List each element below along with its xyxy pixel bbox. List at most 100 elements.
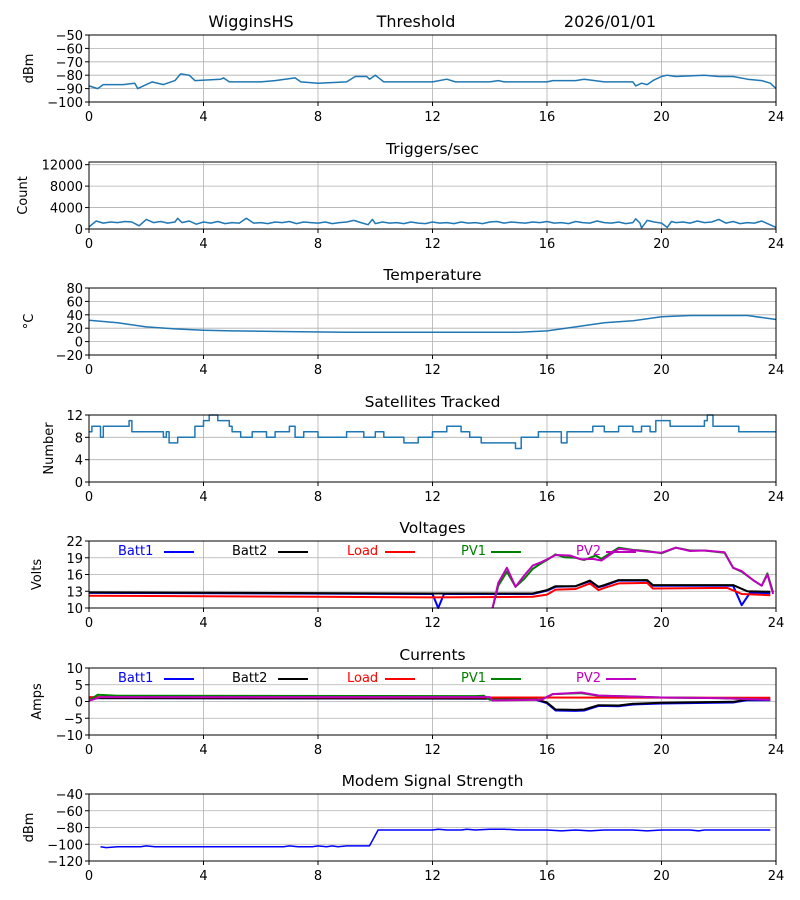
y-tick-label: 19 <box>66 552 83 567</box>
panel-title: Triggers/sec <box>385 140 479 158</box>
x-tick-label: 0 <box>85 237 93 252</box>
series-line-modem <box>100 828 771 849</box>
x-tick-label: 8 <box>314 490 322 505</box>
y-tick-label: 0 <box>75 696 83 711</box>
panel-title: Voltages <box>399 519 465 537</box>
threshold-title: Threshold <box>376 12 456 31</box>
y-tick-label: 0 <box>75 476 83 491</box>
y-tick-label: 4 <box>75 454 83 469</box>
x-tick-label: 20 <box>653 869 670 884</box>
x-tick-label: 8 <box>314 743 322 758</box>
legend-label-load: Load <box>347 544 378 559</box>
panel-2: 0 4 8 12 16 20 24 0 4000 8000 12000 Triggers/sec Cou… <box>16 140 784 252</box>
legend-label-pv1: PV1 <box>461 544 486 559</box>
y-tick-label: 5 <box>75 679 83 694</box>
y-axis-label: °C <box>22 314 37 330</box>
x-tick-label: 8 <box>314 110 322 125</box>
legend-label-pv1: PV1 <box>461 671 486 686</box>
x-tick-label: 16 <box>539 110 556 125</box>
y-tick-label: −80 <box>56 69 83 84</box>
panel-title: Modem Signal Strength <box>342 772 524 790</box>
x-tick-label: 24 <box>768 490 785 505</box>
legend-label-pv2: PV2 <box>576 544 601 559</box>
y-tick-label: 12000 <box>42 159 83 174</box>
x-tick-label: 4 <box>199 110 207 125</box>
y-tick-label: −90 <box>56 83 83 98</box>
x-tick-label: 12 <box>424 363 441 378</box>
series-line-threshold <box>88 73 777 90</box>
legend-label-batt1: Batt1 <box>118 544 153 559</box>
panel-title: Satellites Tracked <box>365 393 501 411</box>
y-tick-label: −10 <box>56 729 83 744</box>
y-tick-label: 13 <box>66 585 83 600</box>
x-tick-label: 4 <box>199 237 207 252</box>
date-label: 2026/01/01 <box>564 12 656 31</box>
series-line-temperature <box>88 314 777 333</box>
x-tick-label: 4 <box>199 616 207 631</box>
panel-4: 0 4 8 12 16 20 24 0 4 8 12 Satellites Tracked Number <box>42 393 784 505</box>
x-tick-label: 0 <box>85 110 93 125</box>
series-line-pv2 <box>491 546 775 609</box>
y-tick-label: 20 <box>66 322 83 337</box>
y-tick-label: 4000 <box>50 202 83 217</box>
x-tick-label: 8 <box>314 237 322 252</box>
y-tick-label: −80 <box>56 822 83 837</box>
x-tick-label: 0 <box>85 490 93 505</box>
y-tick-label: 10 <box>66 602 83 617</box>
y-tick-label: −70 <box>56 56 83 71</box>
series-line-satellites <box>89 414 776 450</box>
series-line-triggers <box>88 217 777 229</box>
y-tick-label: 80 <box>66 282 83 297</box>
x-tick-label: 24 <box>768 616 785 631</box>
legend-label-batt1: Batt1 <box>118 671 153 686</box>
x-tick-label: 8 <box>314 616 322 631</box>
x-tick-label: 20 <box>653 363 670 378</box>
x-tick-label: 0 <box>85 616 93 631</box>
y-axis-label: Amps <box>30 683 45 720</box>
y-tick-label: 16 <box>66 569 83 584</box>
x-tick-label: 16 <box>539 743 556 758</box>
y-tick-label: 8000 <box>50 180 83 195</box>
x-tick-label: 8 <box>314 869 322 884</box>
y-tick-label: −60 <box>56 805 83 820</box>
x-tick-label: 12 <box>424 616 441 631</box>
y-tick-label: −100 <box>47 838 83 853</box>
x-tick-label: 16 <box>539 869 556 884</box>
panel-title: Currents <box>399 646 465 664</box>
y-tick-label: 8 <box>75 431 83 446</box>
legend-label-load: Load <box>347 671 378 686</box>
y-tick-label: 22 <box>66 535 83 550</box>
x-tick-label: 12 <box>424 743 441 758</box>
y-tick-label: −5 <box>64 712 83 727</box>
station-name: WigginsHS <box>208 12 293 31</box>
x-tick-label: 20 <box>653 743 670 758</box>
x-tick-label: 12 <box>424 490 441 505</box>
legend-label-pv2: PV2 <box>576 671 601 686</box>
x-tick-label: 24 <box>768 743 785 758</box>
x-tick-label: 4 <box>199 869 207 884</box>
y-tick-label: 0 <box>75 223 83 238</box>
y-tick-label: −50 <box>56 29 83 44</box>
panel-7: 0 4 8 12 16 20 24 −120 −100−80 −60 −40 Modem Signal… <box>22 772 784 884</box>
x-tick-label: 0 <box>85 363 93 378</box>
y-axis-label: Volts <box>30 559 45 591</box>
x-tick-label: 24 <box>768 869 785 884</box>
y-axis-label: dBm <box>22 813 37 843</box>
x-tick-label: 24 <box>768 363 785 378</box>
y-tick-label: 10 <box>66 662 83 677</box>
series-line-pv2 <box>88 691 771 702</box>
x-tick-label: 12 <box>424 237 441 252</box>
y-axis-label: Count <box>16 176 31 215</box>
series-line-batt1 <box>88 697 771 712</box>
x-tick-label: 12 <box>424 110 441 125</box>
x-tick-label: 4 <box>199 490 207 505</box>
x-tick-label: 20 <box>653 110 670 125</box>
x-tick-label: 8 <box>314 363 322 378</box>
x-tick-label: 16 <box>539 616 556 631</box>
x-tick-label: 12 <box>424 869 441 884</box>
x-tick-label: 20 <box>653 490 670 505</box>
